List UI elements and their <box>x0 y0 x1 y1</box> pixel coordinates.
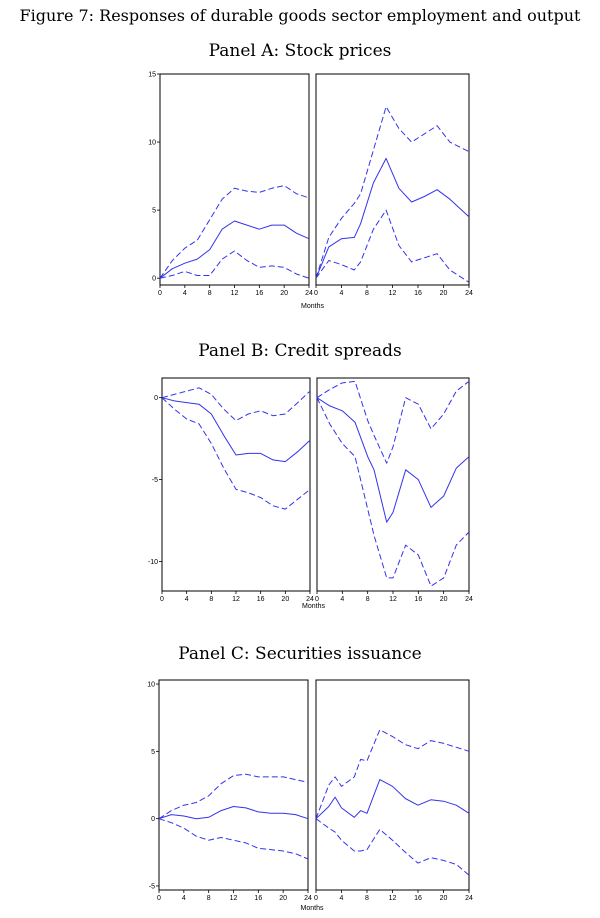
panel-a-right-plot-frame <box>315 73 470 286</box>
panel-b-right-x-tick-label: 8 <box>366 596 370 603</box>
panel-a-right-x-tick-label: 12 <box>389 290 397 297</box>
panel-a-right-upper-band-line <box>315 106 470 279</box>
panel-a-right-x-tick-label: 16 <box>414 290 422 297</box>
panel-c-right-upper-band-line <box>315 729 470 819</box>
panel-c-left-y-tick-label: 5 <box>151 749 155 756</box>
panel-c-right-point-estimate-line <box>315 779 470 820</box>
panel-c-right-x-tick-label: 0 <box>314 895 318 902</box>
panel-c-left-y-tick-label: -5 <box>149 883 155 890</box>
panel-c-left-plot-frame <box>158 679 309 891</box>
panel-a-right-x-tick-label: 8 <box>365 290 369 297</box>
panel-a-left-lower-band-line <box>159 250 310 279</box>
panel-c-left-x-tick-label: 12 <box>230 895 238 902</box>
panel-a-left-y-tick-label: 10 <box>148 140 156 147</box>
panel-c-left-x-tick-label: 24 <box>304 895 312 902</box>
panel-c-left-y-tick-label: 0 <box>151 816 155 823</box>
panel-c-left-lower-band-line <box>158 818 309 860</box>
panel-b-x-axis-label: Months <box>302 603 325 610</box>
panel-a-left-x-tick-label: 8 <box>208 290 212 297</box>
panel-c-right-x-tick-label: 16 <box>414 895 422 902</box>
panel-b-left-x-tick-label: 20 <box>281 596 289 603</box>
panel-b-left-lower-band-line <box>161 397 311 510</box>
panel-b-right-x-tick-label: 12 <box>389 596 397 603</box>
panel-b-left-y-tick-label: -10 <box>148 559 158 566</box>
panel-b-left-x-tick-label: 4 <box>185 596 189 603</box>
panel-a-right-x-tick-label: 4 <box>340 290 344 297</box>
panel-c-right-x-tick-label: 12 <box>389 895 397 902</box>
panel-c-left-x-tick-label: 4 <box>182 895 186 902</box>
panel-c-left-y-tick-label: 10 <box>147 682 155 689</box>
panel-b-left-x-tick-label: 0 <box>160 596 164 603</box>
panel-b-right-x-tick-label: 0 <box>315 596 319 603</box>
panel-c-title: Panel C: Securities issuance <box>178 644 422 664</box>
panel-b-left-x-tick-label: 16 <box>257 596 265 603</box>
panel-b-right-point-estimate-line <box>316 397 470 523</box>
panel-b-right-lower-band-line <box>316 397 470 587</box>
panel-a-left-x-tick-label: 4 <box>183 290 187 297</box>
panel-a-left-point-estimate-line <box>159 220 310 279</box>
panel-a-left-x-tick-label: 12 <box>231 290 239 297</box>
panel-a-left-x-tick-label: 16 <box>255 290 263 297</box>
panel-b-right-upper-band-line <box>316 380 470 464</box>
panel-c-right-x-tick-label: 8 <box>365 895 369 902</box>
panel-a-right-x-tick-label: 0 <box>314 290 318 297</box>
panel-a-left-x-tick-label: 0 <box>158 290 162 297</box>
panel-a-left-y-tick-label: 0 <box>152 276 156 283</box>
panel-b-right-x-tick-label: 20 <box>440 596 448 603</box>
panel-a-left-x-tick-label: 20 <box>280 290 288 297</box>
panel-a-left-y-tick-label: 5 <box>152 208 156 215</box>
panel-b-left-y-tick-label: 0 <box>154 395 158 402</box>
panel-b-right-x-tick-label: 16 <box>414 596 422 603</box>
panel-b-right-x-tick-label: 4 <box>340 596 344 603</box>
panel-a-title: Panel A: Stock prices <box>208 41 392 61</box>
panel-b-left-x-tick-label: 8 <box>209 596 213 603</box>
panel-a-right-x-tick-label: 20 <box>440 290 448 297</box>
panel-b-left-y-tick-label: -5 <box>152 477 158 484</box>
panel-a-left-x-tick-label: 24 <box>305 290 313 297</box>
panel-c-x-axis-label: Months <box>301 905 324 912</box>
panel-c-left-point-estimate-line <box>158 806 309 820</box>
panel-c-left-x-tick-label: 0 <box>157 895 161 902</box>
panel-c-left-x-tick-label: 20 <box>279 895 287 902</box>
panel-b-right-x-tick-label: 24 <box>465 596 473 603</box>
panel-c-left-x-tick-label: 8 <box>207 895 211 902</box>
panel-c-right-x-tick-label: 24 <box>465 895 473 902</box>
panel-a-left-upper-band-line <box>159 185 310 279</box>
panel-b-title: Panel B: Credit spreads <box>198 341 402 361</box>
panel-c-left-x-tick-label: 16 <box>254 895 262 902</box>
panel-b-left-upper-band-line <box>161 387 311 422</box>
panel-c-right-x-tick-label: 20 <box>440 895 448 902</box>
panel-a-right-x-tick-label: 24 <box>465 290 473 297</box>
panel-a-left-y-tick-label: 15 <box>148 72 156 79</box>
panel-a-left-plot-frame <box>159 73 310 286</box>
panel-c-right-x-tick-label: 4 <box>340 895 344 902</box>
panel-b-left-point-estimate-line <box>161 397 311 463</box>
panel-c-left-upper-band-line <box>158 773 309 820</box>
panel-b-left-x-tick-label: 24 <box>306 596 314 603</box>
panel-c-right-plot-frame <box>315 679 470 891</box>
panel-c-right-lower-band-line <box>315 818 470 876</box>
figure-title: Figure 7: Responses of durable goods sec… <box>19 6 581 25</box>
panel-a-x-axis-label: Months <box>301 303 324 310</box>
panel-a-right-lower-band-line <box>315 209 470 283</box>
panel-b-left-x-tick-label: 12 <box>232 596 240 603</box>
panel-b-left-plot-frame <box>161 377 311 592</box>
panel-a-right-point-estimate-line <box>315 157 470 279</box>
